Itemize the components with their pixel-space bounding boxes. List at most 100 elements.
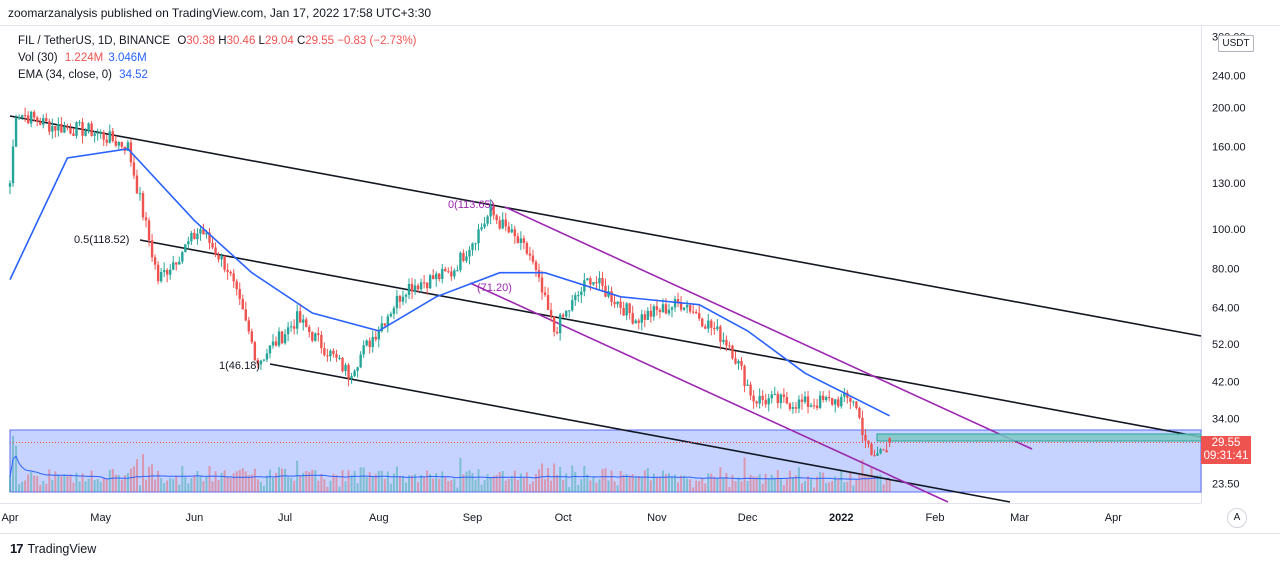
channel-bottom-line[interactable] xyxy=(269,363,1011,503)
candle-body xyxy=(462,252,465,261)
candle-body xyxy=(238,289,241,300)
candle-body xyxy=(667,309,671,314)
price-tick-label: 160.00 xyxy=(1212,142,1246,154)
volume-bar xyxy=(625,473,628,492)
volume-bar xyxy=(432,478,435,492)
channel-top-line[interactable] xyxy=(9,115,1202,337)
candle-body xyxy=(75,122,78,136)
volume-bar xyxy=(87,478,90,492)
candle-body xyxy=(489,206,492,217)
volume-bar xyxy=(24,480,27,492)
candle-body xyxy=(728,345,731,347)
volume-bar xyxy=(456,487,459,492)
candle-body xyxy=(431,275,435,280)
candle-body xyxy=(589,278,592,285)
tradingview-logo[interactable]: 17 TradingView xyxy=(10,541,96,556)
candle-body xyxy=(286,327,290,335)
candle-body xyxy=(138,193,142,195)
volume-bar xyxy=(601,469,604,492)
high-label: H xyxy=(218,35,227,47)
candle-body xyxy=(879,449,882,454)
candle-body xyxy=(870,443,873,456)
candle-body xyxy=(259,360,263,365)
candle-body xyxy=(241,299,244,310)
volume-bar xyxy=(314,470,317,492)
support-zone[interactable] xyxy=(876,433,1202,442)
candle-body xyxy=(256,359,260,365)
price-axis: 300.00240.00200.00160.00130.00100.0080.0… xyxy=(1212,31,1246,490)
candle-body xyxy=(716,326,719,330)
volume-bar xyxy=(758,474,761,492)
volume-bar xyxy=(148,466,151,492)
volume-bar xyxy=(27,474,30,492)
volume-bar xyxy=(773,477,776,492)
candle-body xyxy=(704,326,707,329)
candle-body xyxy=(347,364,350,379)
candle-body xyxy=(36,117,39,122)
candle-body xyxy=(664,304,668,314)
volume-bar xyxy=(695,480,698,492)
candle-body xyxy=(791,407,795,409)
candle-body xyxy=(610,291,613,302)
volume-bar xyxy=(846,481,849,492)
candle-body xyxy=(150,240,154,258)
fib-channel-top-line[interactable] xyxy=(504,206,1033,450)
candle-body xyxy=(196,233,199,240)
volume-bar xyxy=(383,478,386,492)
volume-bar xyxy=(746,480,749,492)
candle-body xyxy=(858,408,861,418)
candle-body xyxy=(849,397,852,402)
volume-bar xyxy=(534,474,537,492)
volume-bar xyxy=(619,470,622,492)
candle-body xyxy=(558,314,562,334)
candle-body xyxy=(187,241,190,245)
volume-bar xyxy=(637,475,640,492)
volume-bar xyxy=(129,468,132,492)
candle-body xyxy=(546,295,550,310)
candle-body xyxy=(344,364,347,372)
volume-bar xyxy=(453,478,456,492)
candle-body xyxy=(758,395,761,404)
candle-body xyxy=(132,162,136,176)
publisher-line: zoomarzanalysis published on TradingView… xyxy=(8,6,432,20)
volume-bar xyxy=(259,481,262,492)
candle-body xyxy=(676,299,680,304)
candle-body xyxy=(719,326,722,342)
fib-channel-bottom-line[interactable] xyxy=(469,282,949,503)
channel-mid-line[interactable] xyxy=(139,239,1202,438)
volume-bar xyxy=(556,474,559,492)
volume-bar xyxy=(713,476,716,492)
volume-bar xyxy=(196,470,199,492)
candle-body xyxy=(57,124,60,131)
auto-scale-button[interactable]: A xyxy=(1227,508,1247,528)
volume-bar xyxy=(244,471,247,492)
volume-bar xyxy=(84,481,87,492)
volume-bar xyxy=(510,476,513,492)
volume-bar xyxy=(607,480,610,492)
currency-unit-button[interactable]: USDT xyxy=(1218,35,1254,52)
volume-bar xyxy=(680,475,683,492)
volume-bar xyxy=(834,476,837,492)
candle-body xyxy=(214,247,217,255)
volume-bar xyxy=(791,477,794,492)
volume-bar xyxy=(522,477,525,492)
volume-label: Vol (30) xyxy=(18,52,58,64)
candle-body xyxy=(292,326,296,329)
volume-bar xyxy=(876,475,879,492)
volume-bar xyxy=(586,474,589,492)
candle-body xyxy=(707,320,710,329)
volume-bar xyxy=(253,468,256,492)
volume-bar xyxy=(284,469,287,492)
candle-body xyxy=(401,296,405,302)
candle-body xyxy=(827,397,831,399)
volume-bar xyxy=(18,484,21,492)
legend-ema-row: EMA (34, close, 0) 34.52 xyxy=(18,68,148,82)
volume-bar xyxy=(689,479,692,492)
volume-bar xyxy=(344,481,347,492)
candle-body xyxy=(435,273,438,280)
candle-body xyxy=(277,331,281,346)
candle-body xyxy=(743,365,746,386)
candle-body xyxy=(761,395,764,400)
volume-bar xyxy=(544,479,547,492)
